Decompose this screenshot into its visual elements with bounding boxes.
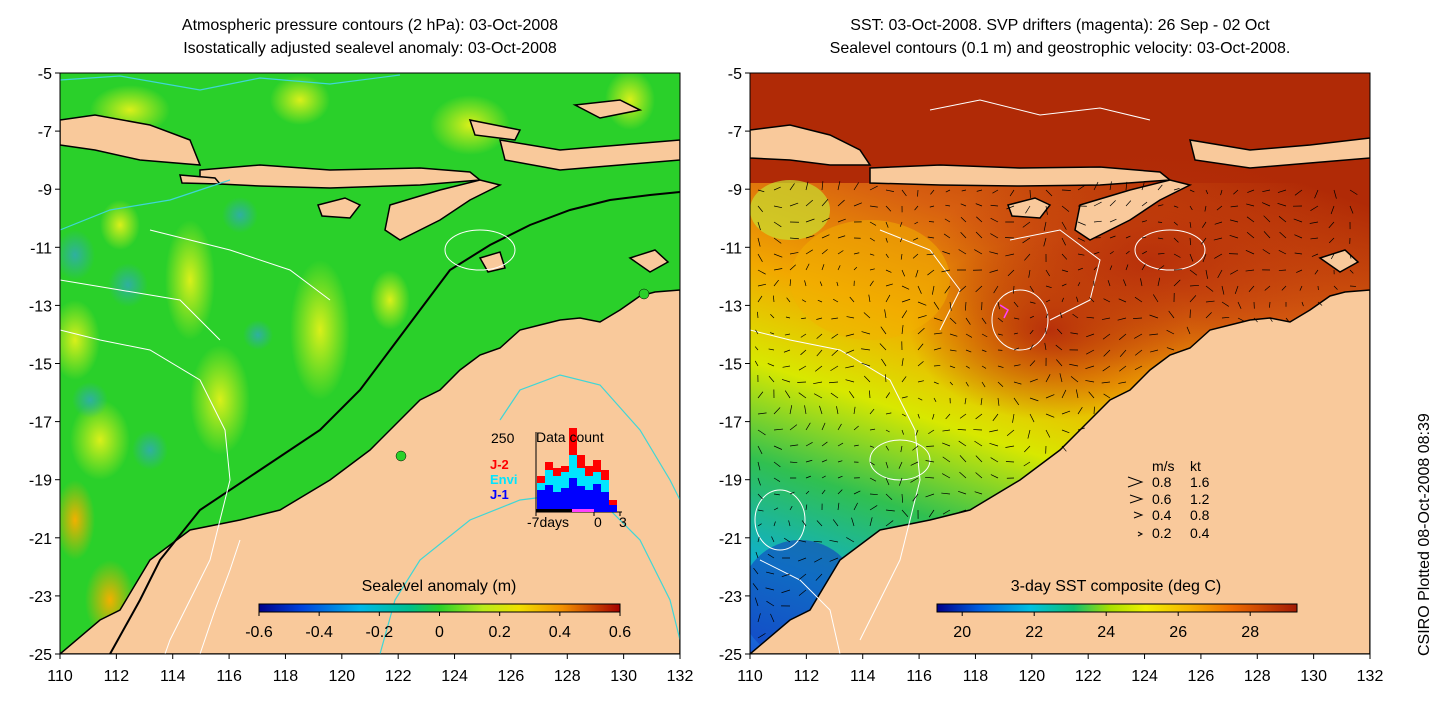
- lon-tick-label: 122: [1075, 668, 1102, 685]
- right-title-line2: Sealevel contours (0.1 m) and geostrophi…: [829, 40, 1291, 57]
- velocity-key-header-ms: m/s: [1152, 458, 1175, 474]
- lat-tick-label: -7: [38, 124, 52, 141]
- lat-tick-label: -5: [728, 66, 742, 83]
- velocity-key-kt-0: 1.6: [1190, 474, 1210, 490]
- plot-credit: CSIRO Plotted 08-Oct-2008 08:39: [1416, 413, 1433, 656]
- velocity-key-header-kt: kt: [1190, 458, 1201, 474]
- colorbar-tick-label: 24: [1097, 624, 1115, 641]
- lon-tick-label: 132: [667, 668, 694, 685]
- lon-tick-label: 116: [216, 668, 242, 685]
- legend-envi: Envi: [490, 472, 517, 487]
- lat-tick-label: -21: [29, 531, 52, 548]
- lon-tick-label: 120: [1018, 668, 1045, 685]
- colorbar-tick-label: 0.6: [609, 624, 631, 641]
- lon-tick-label: 118: [963, 668, 989, 685]
- left-colorbar-ticks: -0.6 -0.4 -0.2 0 0.2 0.4 0.6: [245, 612, 631, 641]
- lat-tick-label: -15: [29, 357, 52, 374]
- right-colorbar: [936, 603, 1298, 613]
- lat-tick-label: -9: [728, 182, 742, 199]
- colorbar-tick-label: 28: [1241, 624, 1259, 641]
- lat-tick-label: -17: [29, 415, 52, 432]
- data-count-histogram: [535, 428, 622, 516]
- histogram-title: Data count: [536, 429, 604, 445]
- right-colorbar-label: 3-day SST composite (deg C): [1011, 578, 1221, 595]
- lat-tick-label: -21: [719, 531, 742, 548]
- right-title-line1: SST: 03-Oct-2008. SVP drifters (magenta)…: [850, 17, 1270, 34]
- lon-tick-label: 116: [906, 668, 932, 685]
- lat-tick-label: -17: [719, 415, 742, 432]
- lon-tick-label: 128: [1244, 668, 1271, 685]
- lat-tick-label: -19: [29, 473, 52, 490]
- lon-tick-label: 112: [104, 668, 130, 685]
- colorbar-tick-label: 22: [1025, 624, 1043, 641]
- lon-tick-label: 132: [1357, 668, 1384, 685]
- lon-tick-label: 120: [328, 668, 355, 685]
- lon-tick-label: 126: [498, 668, 525, 685]
- lon-tick-label: 124: [1131, 668, 1158, 685]
- colorbar-tick-label: 0.4: [549, 624, 571, 641]
- colorbar-tick-label: 0: [435, 624, 444, 641]
- lat-tick-label: -25: [29, 647, 52, 664]
- left-colorbar-label: Sealevel anomaly (m): [362, 578, 517, 595]
- lat-tick-label: -11: [720, 240, 742, 257]
- lat-tick-label: -13: [719, 298, 742, 315]
- lon-tick-label: 124: [441, 668, 468, 685]
- tide-gauge-marker: [395, 450, 407, 462]
- lat-tick-label: -19: [719, 473, 742, 490]
- lon-tick-label: 126: [1188, 668, 1215, 685]
- left-title-line1: Atmospheric pressure contours (2 hPa): 0…: [181, 17, 559, 34]
- lon-tick-label: 110: [47, 668, 73, 685]
- lat-tick-label: -25: [719, 647, 742, 664]
- lat-tick-label: -9: [38, 182, 52, 199]
- right-australia-land: [750, 289, 1370, 654]
- right-colorbar-ticks: 20 22 24 26 28: [953, 612, 1259, 641]
- lon-tick-label: 114: [160, 668, 186, 685]
- lon-tick-label: 130: [1300, 668, 1327, 685]
- velocity-key-kt-1: 1.2: [1190, 491, 1210, 507]
- lon-tick-label: 118: [273, 668, 299, 685]
- lat-tick-label: -15: [719, 357, 742, 374]
- colorbar-tick-label: -0.4: [305, 624, 333, 641]
- lon-tick-label: 110: [737, 668, 763, 685]
- left-map: [60, 73, 680, 654]
- map-axis-ticks: -5 -7 -9 -11 -13 -15 -17 -19 -21 -23 -25 110 112 114 1…: [29, 66, 1384, 685]
- lon-tick-label: 114: [850, 668, 876, 685]
- lat-tick-label: -5: [38, 66, 52, 83]
- velocity-key-ms-1: 0.6: [1152, 491, 1172, 507]
- right-map: [750, 73, 1370, 654]
- velocity-key-ms-2: 0.4: [1152, 507, 1172, 523]
- velocity-key-ms-0: 0.8: [1152, 474, 1172, 490]
- lat-tick-label: -7: [728, 124, 742, 141]
- lat-tick-label: -23: [719, 589, 742, 606]
- left-australia-land: [60, 289, 680, 654]
- histogram-xtick-zero: 0: [594, 514, 602, 530]
- lat-tick-label: -23: [29, 589, 52, 606]
- lat-tick-label: -11: [30, 240, 52, 257]
- lon-tick-label: 130: [610, 668, 637, 685]
- lon-tick-label: 112: [794, 668, 820, 685]
- colorbar-tick-label: 20: [953, 624, 971, 641]
- histogram-xtick-end: 3: [619, 514, 627, 530]
- left-colorbar: [258, 603, 621, 613]
- geostrophic-velocity-arrows: [752, 181, 1358, 639]
- histogram-ymax-label: 250: [491, 430, 515, 446]
- legend-j1: J-1: [490, 487, 509, 502]
- velocity-key-kt-3: 0.4: [1190, 525, 1210, 541]
- legend-j2: J-2: [490, 457, 509, 472]
- lon-tick-label: 128: [554, 668, 581, 685]
- lon-tick-label: 122: [385, 668, 412, 685]
- colorbar-tick-label: 0.2: [489, 624, 511, 641]
- colorbar-tick-label: 26: [1169, 624, 1187, 641]
- tide-gauge-marker: [638, 288, 650, 300]
- svp-drifter-track: [999, 304, 1009, 319]
- velocity-key-ms-3: 0.2: [1152, 525, 1172, 541]
- colorbar-tick-label: -0.2: [366, 624, 394, 641]
- left-title-line2: Isostatically adjusted sealevel anomaly:…: [183, 40, 557, 57]
- velocity-key: m/s kt 0.8 1.6 0.6 1.2 0.4 0.8 0.2 0.4: [1127, 458, 1210, 541]
- lat-tick-label: -13: [29, 298, 52, 315]
- colorbar-tick-label: -0.6: [245, 624, 273, 641]
- histogram-xlabel: -7days: [527, 514, 569, 530]
- velocity-key-kt-2: 0.8: [1190, 507, 1210, 523]
